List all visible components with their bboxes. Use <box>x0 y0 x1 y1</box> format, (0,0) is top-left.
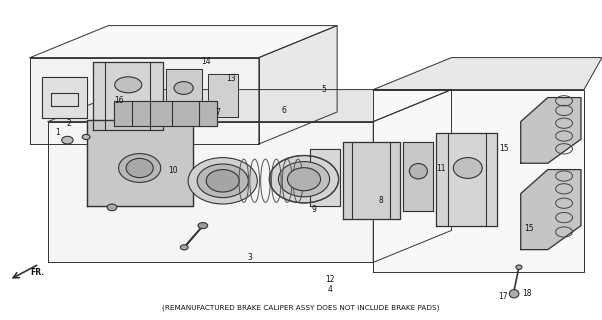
Text: 12: 12 <box>325 276 335 284</box>
Ellipse shape <box>269 156 338 203</box>
Text: 18: 18 <box>522 289 532 298</box>
Polygon shape <box>48 122 373 262</box>
Ellipse shape <box>198 223 208 229</box>
Text: 2: 2 <box>67 119 72 128</box>
Ellipse shape <box>287 168 320 191</box>
Text: 16: 16 <box>114 96 124 105</box>
Text: 17: 17 <box>498 292 507 301</box>
Text: 7: 7 <box>216 108 220 117</box>
Polygon shape <box>114 101 217 126</box>
Polygon shape <box>310 149 340 206</box>
Ellipse shape <box>107 204 117 211</box>
Ellipse shape <box>197 164 248 197</box>
Text: 15: 15 <box>500 144 509 153</box>
Polygon shape <box>373 90 452 262</box>
Text: 15: 15 <box>524 224 533 233</box>
Text: 14: 14 <box>201 57 211 66</box>
Ellipse shape <box>61 136 73 144</box>
Ellipse shape <box>516 265 522 269</box>
Polygon shape <box>373 58 602 90</box>
Polygon shape <box>373 90 584 272</box>
Text: 8: 8 <box>378 196 383 204</box>
Ellipse shape <box>453 158 482 179</box>
Ellipse shape <box>82 134 90 140</box>
Polygon shape <box>30 58 259 144</box>
Polygon shape <box>93 62 163 130</box>
Ellipse shape <box>119 154 161 182</box>
Polygon shape <box>42 77 87 118</box>
Polygon shape <box>87 120 193 206</box>
Text: 10: 10 <box>169 166 178 175</box>
Ellipse shape <box>174 82 193 94</box>
Polygon shape <box>48 90 452 122</box>
Polygon shape <box>436 133 497 226</box>
Polygon shape <box>403 142 433 211</box>
Polygon shape <box>521 170 581 250</box>
Text: FR.: FR. <box>30 268 44 277</box>
Polygon shape <box>166 69 202 120</box>
Text: 1: 1 <box>55 128 60 137</box>
Ellipse shape <box>509 290 519 298</box>
Text: 4: 4 <box>327 285 332 294</box>
Text: 3: 3 <box>247 253 252 262</box>
Polygon shape <box>521 98 581 163</box>
Ellipse shape <box>278 162 329 197</box>
Text: 9: 9 <box>312 205 317 214</box>
Ellipse shape <box>180 245 188 250</box>
Text: 6: 6 <box>282 106 287 115</box>
Ellipse shape <box>409 164 427 179</box>
Ellipse shape <box>188 158 257 204</box>
Polygon shape <box>30 26 337 58</box>
Ellipse shape <box>126 158 153 178</box>
Text: (REMANUFACTURED BRAKE CALIPER ASSY DOES NOT INCLUDE BRAKE PADS): (REMANUFACTURED BRAKE CALIPER ASSY DOES … <box>163 305 439 311</box>
Text: 11: 11 <box>436 164 445 173</box>
Ellipse shape <box>206 170 239 192</box>
Text: 5: 5 <box>321 85 326 94</box>
Ellipse shape <box>114 77 141 93</box>
Polygon shape <box>259 26 337 144</box>
Polygon shape <box>208 74 238 117</box>
Text: 13: 13 <box>226 74 235 83</box>
Polygon shape <box>343 142 400 219</box>
